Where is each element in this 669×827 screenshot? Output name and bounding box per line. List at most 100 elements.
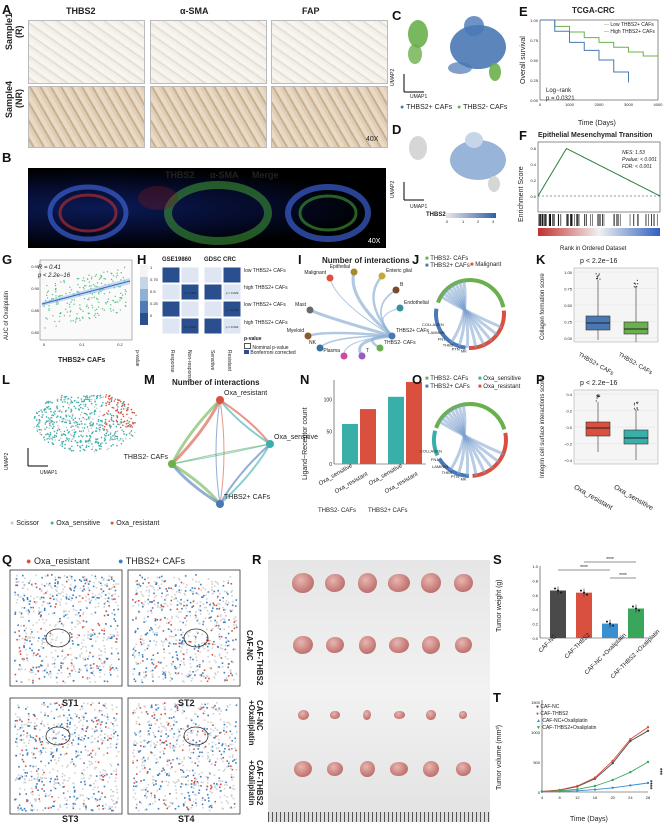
k-title: p < 2.2e−16: [580, 258, 618, 265]
q-spot: [34, 715, 36, 717]
i-edge: [309, 308, 393, 338]
g-point: [112, 309, 115, 311]
q-spot: [142, 660, 144, 662]
l-point: [61, 420, 63, 423]
q-spot: [56, 672, 59, 675]
q-spot: [79, 622, 81, 624]
q-spot: [44, 704, 46, 706]
q-spot: [113, 717, 115, 719]
q-spot: [54, 649, 57, 652]
q-spot: [35, 654, 38, 657]
q-spot: [60, 642, 63, 644]
q-spot: [198, 792, 200, 794]
l-point: [77, 401, 80, 404]
q-spot: [46, 643, 49, 646]
q-spot: [45, 793, 47, 795]
q-spot: [40, 751, 43, 754]
g-point: [70, 301, 72, 303]
q-spot: [76, 726, 78, 729]
q-spot: [195, 580, 197, 583]
k-cat-1: THBS2+ CAFs: [577, 352, 615, 377]
q-spot: [138, 654, 141, 657]
q-spot: [208, 806, 211, 808]
q-spot: [184, 624, 187, 626]
q-spot: [65, 803, 68, 805]
h-row-1: low THBS2+ CAFs: [244, 268, 286, 274]
l-point: [48, 422, 51, 425]
q-spot: [203, 606, 206, 609]
q-spot: [230, 795, 233, 798]
q-spot: [67, 779, 69, 782]
l-point: [88, 400, 91, 402]
q-spot: [189, 662, 192, 665]
l-point: [104, 422, 106, 424]
q-spot: [166, 807, 169, 810]
q-spot: [26, 610, 28, 612]
q-spot: [207, 751, 209, 754]
q-spot: [229, 736, 231, 738]
q-spot: [72, 739, 75, 741]
l-point: [59, 409, 62, 411]
q-spot: [170, 762, 172, 765]
q-spot: [179, 663, 182, 666]
q-spot: [53, 800, 55, 803]
box-outlier: [634, 286, 636, 288]
q-spot: [153, 592, 155, 595]
q-spot: [204, 588, 207, 591]
q-spot: [217, 583, 220, 585]
q-spot: [68, 672, 71, 675]
q-spot: [224, 644, 227, 647]
l-point: [83, 449, 86, 452]
q-spot: [42, 670, 44, 672]
q-spot: [14, 741, 17, 743]
q-spot: [132, 711, 135, 714]
l-point: [89, 439, 91, 442]
d-colorbar: [446, 213, 496, 218]
q-spot: [115, 638, 118, 640]
q-spot: [50, 710, 53, 713]
box-outlier: [635, 283, 637, 285]
q-spot: [186, 614, 188, 617]
q-spot: [61, 775, 64, 778]
q-spot: [92, 720, 95, 723]
l-point: [116, 430, 119, 432]
tumor-specimen: [292, 573, 314, 593]
q-spot: [57, 796, 60, 799]
q-spot: [176, 703, 179, 706]
q-spot: [61, 765, 64, 767]
tumor-specimen: [324, 573, 346, 593]
l-point: [100, 436, 103, 439]
q-spot: [185, 725, 188, 728]
q-spot: [163, 657, 166, 659]
q-spot: [112, 598, 114, 601]
q-spot: [62, 782, 64, 784]
gsea-frame: [537, 141, 661, 213]
q-spot: [183, 664, 186, 666]
q-spot: [222, 584, 225, 587]
q-spot: [49, 702, 52, 705]
g-point: [73, 303, 75, 305]
q-spot: [204, 733, 206, 736]
q-spot: [89, 599, 92, 602]
q-spot: [73, 724, 76, 727]
q-spot: [72, 763, 75, 766]
q-spot: [17, 809, 20, 812]
q-spot: [228, 644, 231, 646]
q-spot: [219, 786, 221, 789]
q-spot: [53, 598, 55, 601]
q-spot: [52, 805, 54, 807]
q-spot: [14, 591, 16, 594]
q-spot: [98, 648, 100, 650]
q-spot: [184, 594, 186, 596]
q-spot: [64, 681, 66, 684]
g-fit: [41, 280, 131, 305]
q-spot: [183, 776, 185, 778]
q-spot: [99, 798, 101, 801]
q-spot: [111, 598, 113, 601]
ihc-fap-r: [271, 20, 388, 84]
q-spot: [154, 736, 157, 738]
q-spot: [148, 724, 151, 726]
g-point: [94, 309, 96, 312]
q-spot: [38, 619, 40, 621]
q-spot: [183, 756, 186, 759]
